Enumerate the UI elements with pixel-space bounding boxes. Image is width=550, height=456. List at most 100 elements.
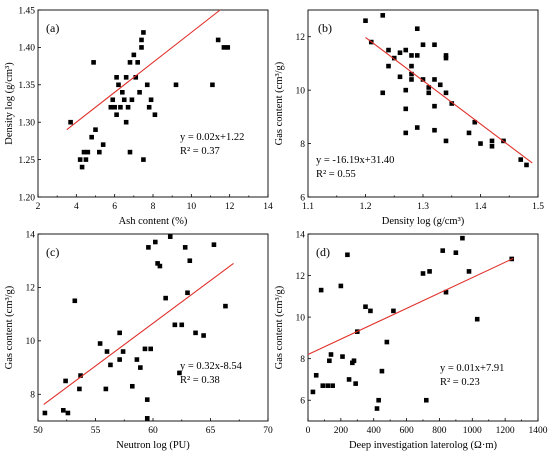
x-tick-label: 65: [206, 426, 216, 436]
data-point: [363, 18, 368, 23]
data-point: [397, 74, 403, 80]
y-tick-label: 10: [296, 86, 306, 96]
data-point: [123, 119, 129, 125]
panel-label: (d): [316, 245, 330, 259]
data-point: [42, 410, 48, 416]
regression-equation: y = 0.02x+1.22: [180, 132, 244, 143]
y-tick-label: 12: [296, 272, 306, 282]
data-point: [114, 112, 119, 118]
x-tick-label: 400: [367, 426, 382, 436]
data-point: [225, 45, 231, 50]
data-point: [79, 164, 85, 170]
data-point: [137, 89, 142, 95]
data-point: [443, 289, 449, 295]
data-point: [141, 157, 146, 162]
data-point: [489, 138, 495, 144]
data-point: [426, 90, 432, 96]
data-point: [432, 42, 437, 48]
data-point: [403, 130, 409, 136]
r-squared-label: R² = 0.55: [316, 169, 356, 180]
data-point: [409, 77, 414, 82]
data-point: [328, 352, 334, 357]
data-point: [211, 242, 217, 247]
data-point: [397, 50, 403, 56]
data-point: [443, 138, 449, 144]
y-tick-label: 6: [300, 193, 305, 203]
data-point: [437, 82, 443, 88]
trend-line: [307, 257, 514, 356]
y-tick-label: 1.45: [18, 6, 35, 16]
data-point: [146, 104, 152, 110]
data-point: [163, 295, 168, 301]
data-point: [409, 63, 414, 69]
data-point: [173, 82, 179, 88]
data-point: [313, 372, 319, 378]
data-point: [409, 71, 414, 77]
y-tick-label: 1.35: [18, 81, 35, 91]
data-point: [414, 125, 420, 130]
x-tick-label: 10: [187, 202, 197, 212]
plot-frame: [37, 233, 269, 422]
y-axis-label: Density log (g/cm³): [4, 62, 15, 145]
data-point: [179, 322, 185, 328]
data-point: [121, 97, 127, 103]
data-point: [120, 89, 125, 95]
scatter-panel-3: 50 55 60 65 70 8 10 12 14 Neutron log (PU) Gas con…: [4, 230, 273, 451]
data-point: [104, 349, 110, 354]
y-axis-label: Gas content (cm³/g): [4, 285, 15, 369]
data-point: [123, 75, 129, 80]
data-point: [193, 330, 198, 336]
x-axis-label: Ash content (%): [119, 216, 188, 227]
data-point: [148, 97, 154, 103]
y-tick-label: 14: [26, 230, 36, 240]
x-tick-label: 60: [148, 426, 158, 436]
data-point: [138, 365, 143, 370]
y-tick-label: 8: [300, 355, 305, 365]
data-point: [81, 149, 87, 155]
panel-label: (c): [46, 245, 59, 259]
data-point: [215, 37, 221, 43]
r-squared-label: R² = 0.37: [180, 146, 220, 157]
data-point: [93, 127, 98, 132]
data-point: [223, 303, 228, 309]
plot-frame: [37, 9, 269, 198]
data-point: [68, 119, 73, 125]
y-axis-label: Gas content (cm³/g): [274, 61, 285, 145]
data-point: [351, 358, 357, 364]
data-point: [432, 103, 437, 109]
data-point: [340, 354, 345, 359]
r-squared-label: R² = 0.38: [180, 375, 220, 386]
x-axis-label: Density log (g/cm³): [382, 216, 465, 227]
data-point: [420, 271, 426, 276]
data-point: [338, 283, 344, 289]
x-tick-label: 1.4: [475, 202, 487, 212]
scatter-panel-1: 2 4 6 8 10 12 14 1.20 1.25 1.30 1.35 1.40 1.45 Ash co…: [4, 6, 273, 227]
y-tick-label: 12: [296, 33, 306, 43]
data-point: [182, 245, 188, 250]
data-point: [78, 373, 83, 378]
scatter-panel-2: 1.1 1.2 1.3 1.4 1.5 6 8 10 12 Density log (g/cm³)…: [274, 9, 544, 227]
data-point: [117, 357, 122, 362]
r-squared-label: R² = 0.23: [440, 377, 480, 388]
y-tick-label: 8: [30, 391, 35, 401]
x-tick-label: 1400: [529, 426, 548, 436]
data-point: [100, 142, 106, 147]
data-point: [77, 386, 82, 392]
data-point: [110, 97, 116, 103]
data-point: [346, 377, 352, 382]
data-point: [474, 316, 480, 322]
data-point: [376, 397, 381, 403]
data-point: [330, 383, 335, 388]
y-tick-label: 1.25: [18, 156, 35, 166]
data-point: [144, 416, 150, 421]
data-point: [141, 30, 146, 35]
data-point: [114, 75, 119, 80]
regression-equation: y = 0.01x+7.91: [440, 363, 504, 374]
x-tick-label: 8: [151, 202, 156, 212]
data-point: [403, 106, 409, 112]
data-point: [135, 60, 140, 65]
data-point: [414, 26, 420, 31]
data-point: [108, 362, 113, 368]
data-point: [386, 47, 391, 53]
